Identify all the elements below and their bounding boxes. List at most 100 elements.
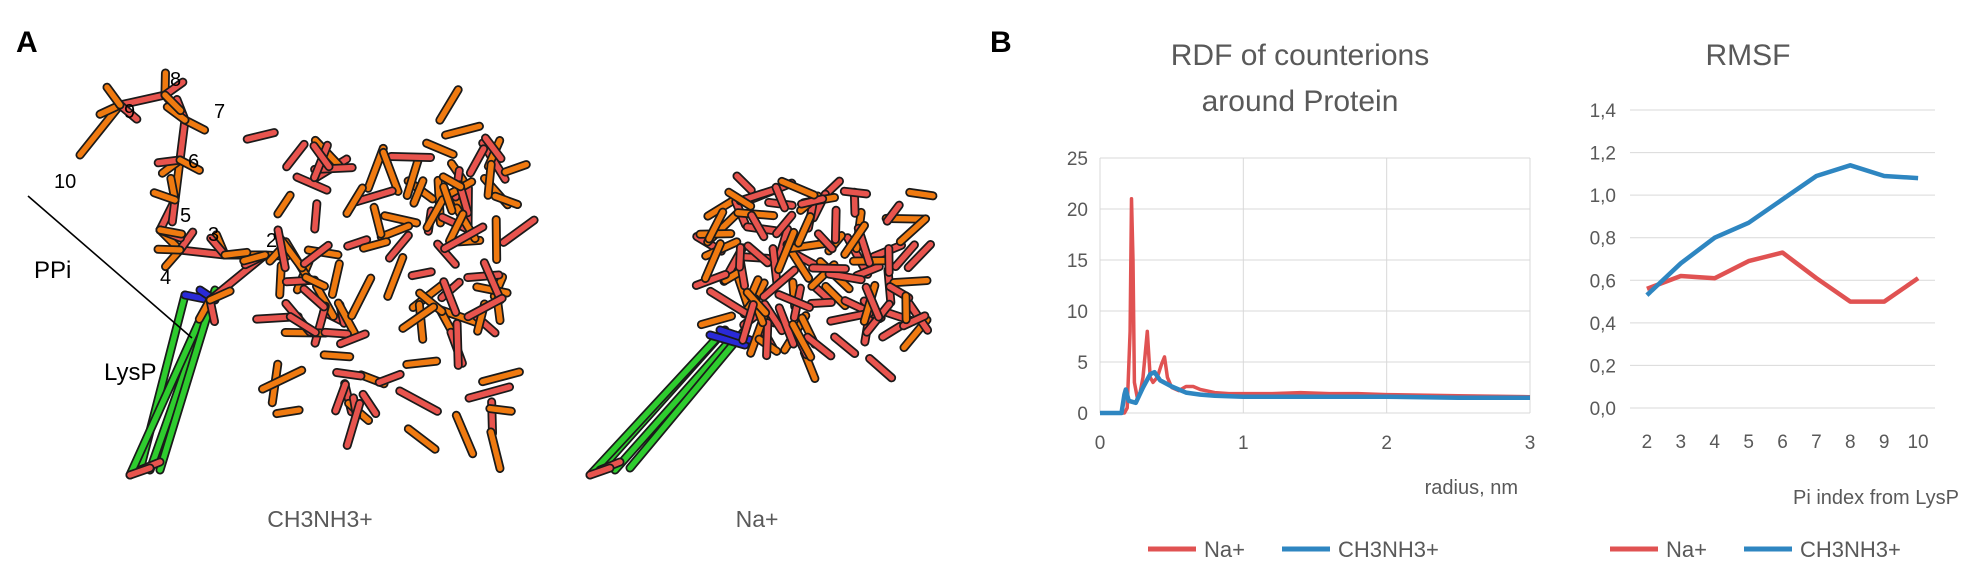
bundle-bond <box>344 400 363 449</box>
na-bundle-bond <box>745 243 771 266</box>
pi-label-7: 7 <box>214 101 225 123</box>
na-bundle-bond <box>832 207 839 243</box>
rmsf-series-ch3nh3-line <box>1645 163 1919 297</box>
bundle-bond <box>416 290 445 315</box>
rmsf-x-tick-label: 10 <box>1907 432 1928 453</box>
bundle-bond <box>385 254 406 300</box>
bundle-bond <box>405 426 438 452</box>
na-bundle-bond <box>863 284 882 320</box>
pi-label-4: 4 <box>160 267 171 289</box>
ppi-side-bond <box>157 227 185 237</box>
bundle-bond <box>396 388 441 415</box>
rmsf-y-tick-label: 0,0 <box>1590 399 1616 420</box>
na-bundle-bond <box>770 245 780 287</box>
na-bundle-bond <box>815 231 835 252</box>
na-bundle-bond <box>842 222 868 258</box>
bundle-bond <box>259 367 305 392</box>
pi-label-9: 9 <box>124 101 135 123</box>
bundle-bond <box>487 405 515 414</box>
bundle-bond <box>348 275 374 319</box>
bundle-bond <box>376 371 403 386</box>
ppi-side-bond <box>207 288 233 303</box>
molecule-render-na <box>585 171 938 480</box>
rdf-title-line-1: RDF of counterions <box>1171 39 1429 72</box>
bundle-bond <box>446 211 466 244</box>
rmsf-x-tick-label: 7 <box>1811 432 1822 453</box>
ppi-side-bond <box>177 157 203 174</box>
pi-label-5: 5 <box>180 205 191 227</box>
ppi-side-bond <box>164 104 188 123</box>
ppi-chain-bond <box>177 117 188 163</box>
bundle-bond <box>479 369 523 385</box>
rdf-legend-na-label: Na+ <box>1204 537 1245 562</box>
bundle-bond <box>335 300 360 340</box>
ppi-chain-bond <box>177 247 228 258</box>
na-bundle-bond <box>748 212 767 240</box>
rmsf-y-tick-label: 1,4 <box>1590 101 1617 122</box>
rmsf-y-tick-label: 0,8 <box>1590 229 1616 250</box>
bundle-bond <box>454 320 461 369</box>
rdf-x-tick-label: 3 <box>1525 433 1536 454</box>
rdf-series-na-line <box>1100 197 1531 415</box>
bundle-bond <box>423 140 456 158</box>
ppi-side-bond <box>151 190 178 203</box>
na-bundle-bond <box>804 334 834 359</box>
bundle-bond <box>453 412 476 457</box>
rdf-title-line-2: around Protein <box>1202 85 1399 118</box>
na-bundle-bond <box>760 267 798 300</box>
bundle-bond <box>482 135 504 162</box>
pi-label-8: 8 <box>170 69 181 91</box>
ppi-bracket-line <box>27 195 193 339</box>
molecule-render-ch3nh3 <box>75 68 539 480</box>
lysp-bond <box>127 317 203 478</box>
rdf-legend-ch3nh3-label: CH3NH3+ <box>1338 537 1439 562</box>
na-lysp-bond <box>587 337 718 478</box>
rmsf-x-tick-label: 2 <box>1642 432 1653 453</box>
na-bundle-bond <box>779 178 817 198</box>
bundle-bond <box>440 174 464 190</box>
rmsf-series-na-line <box>1646 250 1920 304</box>
rmsf-y-tick-label: 1,0 <box>1590 186 1616 207</box>
bundle-bond <box>441 224 486 252</box>
bundle-bond <box>380 149 401 195</box>
na-bundle-bond <box>773 184 788 211</box>
na-bundle-bond <box>706 209 726 242</box>
na-bundle-bond <box>740 301 757 343</box>
na-bundle-bond <box>853 263 883 279</box>
bundle-bond <box>441 278 459 316</box>
rdf-y-tick-label: 25 <box>1067 149 1088 170</box>
bundle-bond <box>321 352 353 360</box>
ppi-side-bond <box>155 246 183 253</box>
rmsf-x-axis-label: Pi index from LysP <box>1793 487 1959 509</box>
bundle-bond <box>500 217 537 246</box>
bundle-bond <box>313 283 337 320</box>
rdf-y-tick-label: 15 <box>1067 251 1088 272</box>
na-oxygen-bond <box>587 465 613 478</box>
bundle-bond <box>437 86 461 123</box>
bundle-bond <box>481 259 504 303</box>
bundle-bond <box>382 213 420 226</box>
na-bundle-bond <box>795 213 813 246</box>
bundle-bond <box>322 329 351 337</box>
na-nitrogen-bond <box>707 332 748 348</box>
bundle-bond <box>442 123 483 138</box>
na-bundle-bond <box>776 291 813 311</box>
caption-na: Na+ <box>736 506 779 532</box>
na-bundle-bond <box>897 216 929 245</box>
bundle-bond <box>360 391 379 417</box>
bundle-bond <box>301 242 331 267</box>
na-bundle-bond <box>763 320 771 359</box>
rmsf-x-tick-label: 4 <box>1709 432 1720 453</box>
rmsf-y-tick-label: 0,6 <box>1590 271 1616 292</box>
na-bundle-bond <box>906 189 936 199</box>
na-bundle-bond <box>879 323 903 340</box>
bundle-bond <box>287 313 319 336</box>
rdf-chart: RDF of counterions around Protein 051015… <box>1067 39 1535 562</box>
rdf-y-tick-label: 0 <box>1077 404 1088 425</box>
bundle-bond <box>344 185 366 217</box>
na-bundle-bond <box>905 241 934 271</box>
na-lysp-bond <box>627 327 748 471</box>
na-bundle-bond <box>702 240 724 282</box>
rmsf-y-tick-label: 0,4 <box>1590 314 1617 335</box>
na-bundle-bond <box>698 313 735 328</box>
